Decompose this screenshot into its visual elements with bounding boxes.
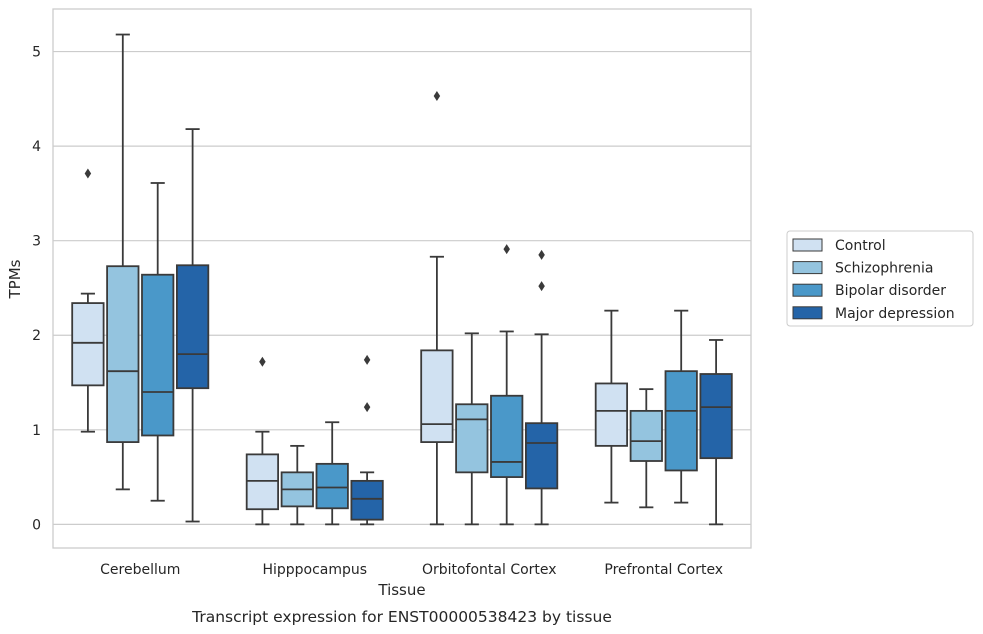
x-tick-label: Prefrontal Cortex [604, 562, 723, 578]
outlier-point [538, 249, 545, 260]
box-iqr [350, 479, 384, 521]
box-0-0 [71, 168, 105, 433]
box-iqr [106, 265, 140, 443]
box-1-0 [106, 33, 140, 491]
legend-swatch [792, 306, 823, 320]
outlier-point [363, 354, 371, 365]
box-3-1 [350, 354, 384, 526]
outlier-point [433, 90, 441, 101]
legend-items: Control Schizophrenia Bipolar disorder Majo… [792, 238, 955, 322]
y-tick-label: 4 [32, 139, 41, 155]
box-iqr [629, 409, 663, 462]
y-tick-label: 1 [32, 423, 41, 439]
legend-label: Major depression [835, 306, 955, 322]
legend-label: Control [835, 238, 886, 254]
box-iqr [664, 370, 698, 472]
x-tick-label: Hipppocampus [262, 562, 367, 578]
x-tick-label: Cerebellum [100, 562, 180, 578]
legend-frame [786, 230, 974, 327]
outlier-point [259, 356, 266, 367]
plot-frame [52, 8, 752, 549]
box-iqr [699, 373, 733, 460]
legend: Control Schizophrenia Bipolar disorder Majo… [786, 230, 974, 327]
box-iqr [245, 453, 280, 511]
chart-caption: Transcript expression for ENST0000053842… [191, 608, 612, 626]
box-3-0 [175, 128, 210, 523]
x-tick-label: Orbitofontal Cortex [422, 562, 557, 578]
box-3-2 [524, 249, 559, 526]
y-tick-label: 2 [32, 328, 41, 344]
box-iqr [315, 462, 349, 510]
outlier-point [538, 281, 545, 292]
box-iqr [524, 422, 559, 490]
box-3-3 [699, 339, 733, 526]
y-tick-label: 0 [32, 517, 41, 533]
x-axis-ticks: Cerebellum Hipppocampus Orbitofontal Corte… [100, 562, 723, 578]
outlier-point [84, 168, 92, 179]
outlier-point [503, 244, 510, 255]
legend-swatch [792, 283, 823, 297]
box-2-1 [315, 421, 349, 526]
box-1-1 [280, 444, 314, 526]
box-2-0 [141, 182, 175, 502]
box-iqr [141, 273, 175, 437]
box-0-2 [420, 90, 454, 526]
box-iqr [455, 403, 489, 474]
box-2-3 [664, 309, 698, 504]
box-groups [71, 33, 733, 526]
y-axis-ticks: 0 1 2 3 4 5 [32, 45, 41, 534]
legend-swatch [792, 238, 823, 252]
y-tick-label: 5 [32, 45, 41, 61]
box-1-3 [629, 388, 663, 509]
y-axis-label: TPMs [6, 259, 24, 299]
box-iqr [71, 302, 105, 387]
box-iqr [490, 394, 524, 478]
legend-label: Bipolar disorder [835, 283, 946, 299]
box-0-1 [245, 356, 280, 526]
box-iqr [594, 382, 629, 447]
box-0-3 [594, 309, 629, 504]
box-iqr [175, 264, 210, 390]
y-tick-label: 3 [32, 234, 41, 250]
box-2-2 [490, 244, 524, 526]
legend-label: Schizophrenia [835, 261, 933, 277]
box-1-2 [455, 332, 489, 526]
outlier-point [363, 402, 371, 413]
x-axis-label: Tissue [377, 581, 425, 599]
legend-swatch [792, 261, 823, 275]
box-iqr [420, 349, 454, 443]
